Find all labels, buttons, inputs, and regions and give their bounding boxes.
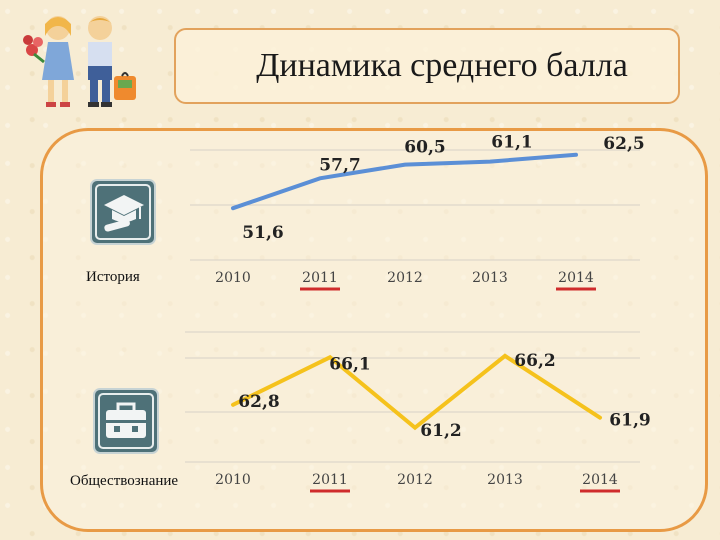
chart1-point-2014 xyxy=(574,153,578,157)
page-title: Динамика среднего балла xyxy=(256,47,628,84)
chart1-tick-label: 2011 xyxy=(302,270,338,286)
title-box: Динамика среднего балла xyxy=(174,28,680,104)
chart2-data-label: 61,2 xyxy=(420,421,461,441)
chart1-tick-label: 2014 xyxy=(558,270,594,286)
chart1-tick-label: 2010 xyxy=(215,270,251,286)
chart1-point-2013 xyxy=(488,160,492,164)
chart2-data-label: 66,1 xyxy=(329,354,370,374)
chart2-data-label: 66,2 xyxy=(514,351,555,371)
chart2-point-2011 xyxy=(328,355,332,359)
chart2-tick-label: 2011 xyxy=(312,472,348,488)
subject-label-history: История xyxy=(86,269,140,285)
chart2-tick-label: 2012 xyxy=(397,472,433,488)
briefcase-icon xyxy=(93,388,159,454)
subject-label-social: Обществознание xyxy=(70,473,179,489)
chart1-tick-label: 2013 xyxy=(472,270,508,286)
chart1-data-label: 57,7 xyxy=(319,155,360,175)
chart2-tick-label: 2013 xyxy=(487,472,523,488)
chart2-point-2014 xyxy=(598,416,602,420)
chart2-point-2010 xyxy=(231,403,235,407)
chart2-data-label: 61,9 xyxy=(609,411,650,431)
graduation-cap-icon xyxy=(90,179,156,245)
chart1-point-2010 xyxy=(231,206,235,210)
schoolchildren-illustration xyxy=(23,16,136,107)
chart2-tick-label: 2010 xyxy=(215,472,251,488)
chart1-point-2011 xyxy=(318,176,322,180)
chart1-series-line xyxy=(231,152,578,211)
chart2-point-2013 xyxy=(503,354,507,358)
chart2-tick-label: 2014 xyxy=(582,472,618,488)
chart2-point-2012 xyxy=(413,426,417,430)
chart1-data-label: 60,5 xyxy=(404,138,445,158)
chart1-data-label: 51,6 xyxy=(242,223,283,243)
chart1-data-label: 61,1 xyxy=(491,133,532,153)
chart1-tick-label: 2012 xyxy=(387,270,423,286)
chart2-data-label: 62,8 xyxy=(238,392,279,412)
chart1-point-2012 xyxy=(403,163,407,167)
chart1-data-label: 62,5 xyxy=(603,134,644,154)
